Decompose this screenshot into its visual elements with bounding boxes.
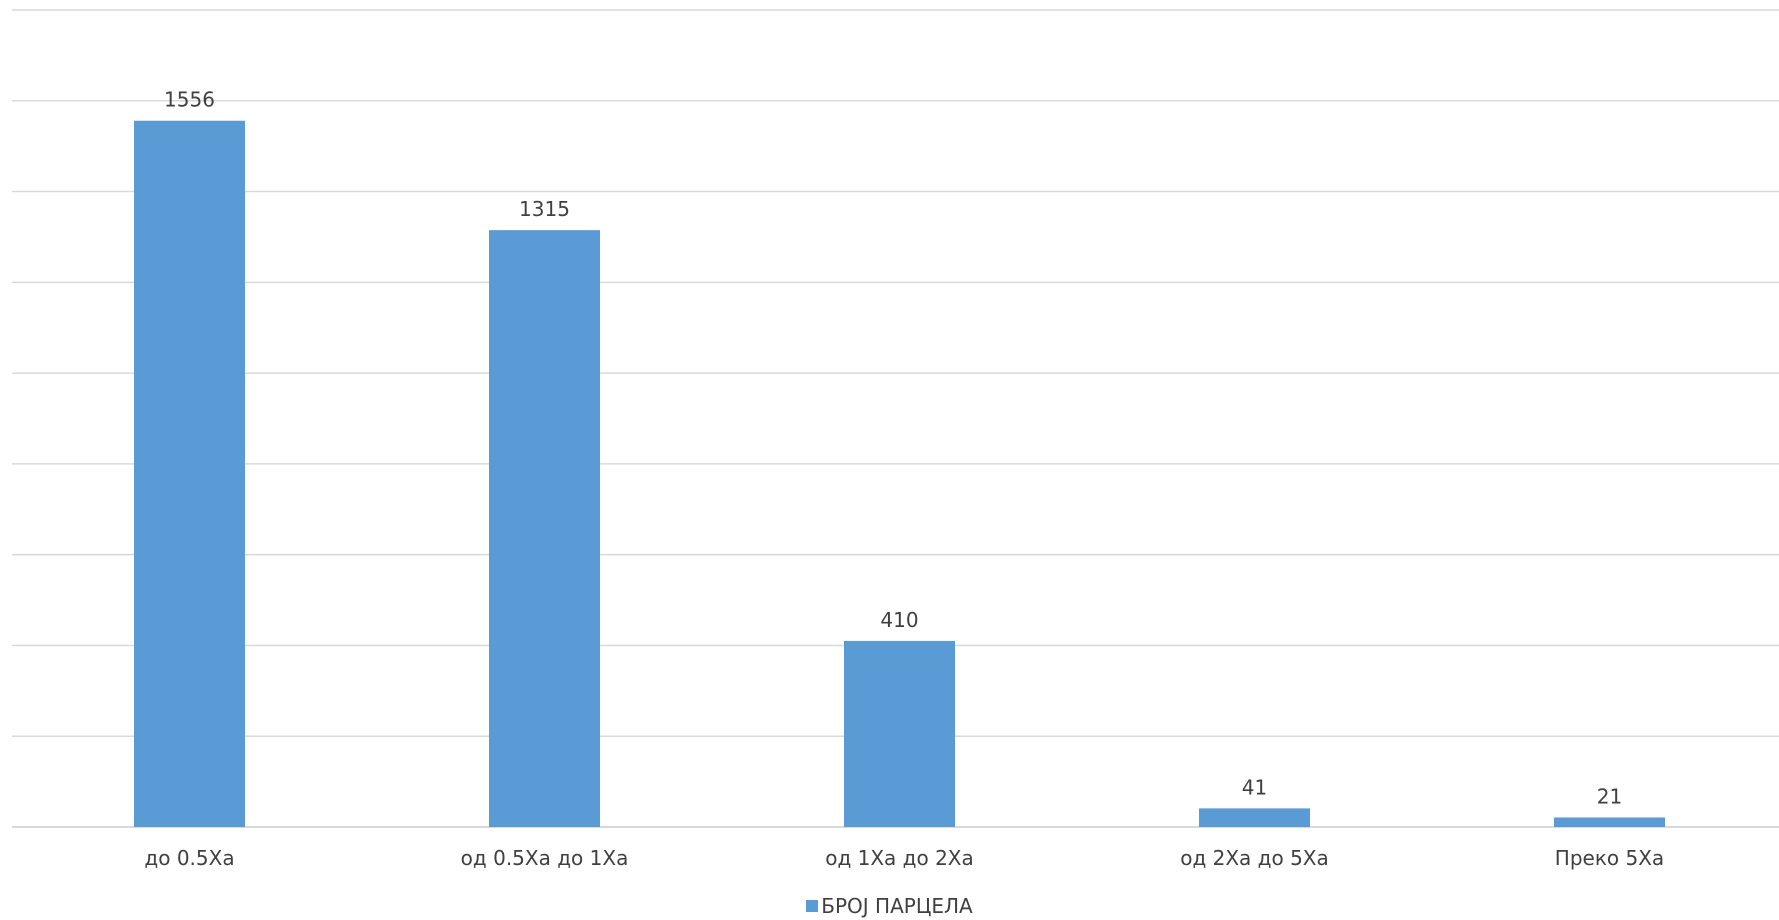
data-label: 41 [1242,775,1267,799]
data-label: 21 [1597,784,1622,808]
data-label: 1315 [519,197,570,221]
x-tick-labels: до 0.5Ха од 0.5Ха до 1Ха од 1Ха до 2Ха од 2… [144,846,1664,870]
bars [134,120,1665,827]
bar-chart: 1556 1315 410 41 21 до 0.5Ха од 0.5Ха до 1Ха о… [12,9,1779,870]
legend-swatch [806,900,819,912]
bar [1199,808,1310,827]
bar [489,230,600,827]
x-tick-label: од 2Ха до 5Ха [1180,846,1329,870]
bar [1554,817,1665,827]
x-tick-label: од 0.5Ха до 1Ха [461,846,629,870]
data-labels: 1556 1315 410 41 21 [164,88,1622,809]
x-tick-label: до 0.5Ха [144,846,234,870]
bar [844,640,955,827]
x-tick-label: од 1Ха до 2Ха [825,846,974,870]
bar [134,120,245,827]
gridlines [12,9,1779,828]
legend-label: БРОЈ ПАРЦЕЛА [821,894,973,918]
data-label: 410 [880,608,918,632]
x-tick-label: Преко 5Ха [1555,846,1664,870]
data-label: 1556 [164,88,215,112]
legend: БРОЈ ПАРЦЕЛА [0,896,1779,916]
